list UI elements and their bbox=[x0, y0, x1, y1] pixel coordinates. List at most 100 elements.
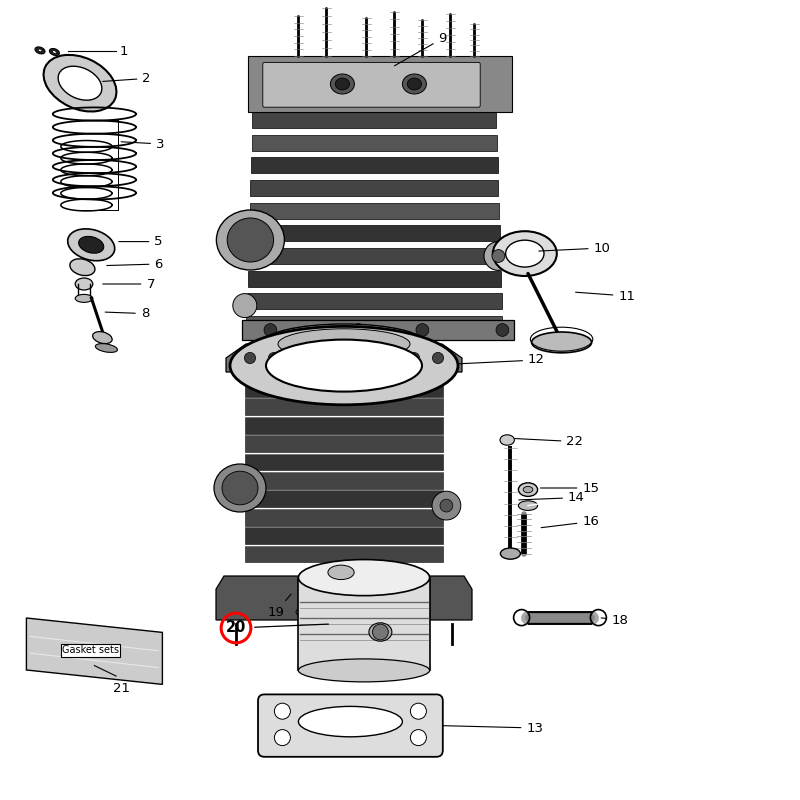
Circle shape bbox=[352, 324, 365, 337]
FancyBboxPatch shape bbox=[262, 62, 480, 107]
Polygon shape bbox=[298, 578, 430, 670]
Circle shape bbox=[274, 703, 290, 719]
Ellipse shape bbox=[50, 49, 59, 55]
Circle shape bbox=[416, 324, 429, 337]
Polygon shape bbox=[247, 294, 502, 310]
FancyBboxPatch shape bbox=[258, 694, 443, 757]
Text: 20: 20 bbox=[226, 621, 329, 635]
Circle shape bbox=[274, 730, 290, 746]
Polygon shape bbox=[245, 417, 443, 434]
Text: 9: 9 bbox=[394, 32, 446, 66]
Circle shape bbox=[264, 324, 277, 337]
Ellipse shape bbox=[500, 435, 514, 445]
Circle shape bbox=[432, 352, 443, 363]
Ellipse shape bbox=[75, 278, 93, 290]
Polygon shape bbox=[26, 618, 162, 685]
Ellipse shape bbox=[227, 218, 274, 262]
Polygon shape bbox=[242, 320, 514, 340]
Polygon shape bbox=[245, 454, 443, 470]
Text: 14: 14 bbox=[518, 491, 585, 504]
Polygon shape bbox=[248, 270, 501, 286]
Text: 22: 22 bbox=[514, 435, 583, 448]
Ellipse shape bbox=[298, 559, 430, 596]
Circle shape bbox=[233, 294, 257, 318]
Ellipse shape bbox=[222, 471, 258, 505]
Circle shape bbox=[373, 624, 388, 640]
Text: 18: 18 bbox=[601, 614, 629, 626]
Ellipse shape bbox=[53, 50, 56, 54]
Ellipse shape bbox=[407, 78, 422, 90]
Text: 15: 15 bbox=[540, 482, 599, 494]
Polygon shape bbox=[245, 490, 443, 507]
Ellipse shape bbox=[262, 324, 426, 364]
Circle shape bbox=[245, 352, 256, 363]
Polygon shape bbox=[246, 316, 502, 332]
Polygon shape bbox=[245, 472, 443, 489]
Circle shape bbox=[492, 250, 505, 262]
Ellipse shape bbox=[68, 229, 114, 261]
Ellipse shape bbox=[328, 565, 354, 579]
Text: 7: 7 bbox=[102, 278, 155, 290]
Polygon shape bbox=[248, 248, 501, 264]
Ellipse shape bbox=[523, 486, 533, 493]
Ellipse shape bbox=[214, 464, 266, 512]
Text: 5: 5 bbox=[118, 235, 163, 248]
Circle shape bbox=[408, 352, 419, 363]
Text: 8: 8 bbox=[105, 307, 149, 320]
Ellipse shape bbox=[278, 329, 410, 359]
Polygon shape bbox=[245, 527, 443, 544]
Ellipse shape bbox=[70, 258, 95, 276]
Ellipse shape bbox=[58, 66, 102, 100]
Polygon shape bbox=[248, 56, 513, 112]
Ellipse shape bbox=[38, 49, 42, 52]
Polygon shape bbox=[245, 380, 443, 397]
Ellipse shape bbox=[335, 78, 350, 90]
Polygon shape bbox=[245, 546, 443, 562]
Ellipse shape bbox=[298, 659, 430, 682]
Ellipse shape bbox=[518, 482, 538, 496]
Ellipse shape bbox=[230, 326, 458, 405]
Text: 1: 1 bbox=[120, 45, 129, 58]
Ellipse shape bbox=[402, 74, 426, 94]
Ellipse shape bbox=[506, 240, 544, 267]
Polygon shape bbox=[245, 509, 443, 526]
Ellipse shape bbox=[298, 706, 402, 737]
Circle shape bbox=[410, 730, 426, 746]
Text: Gasket sets: Gasket sets bbox=[62, 646, 119, 655]
Ellipse shape bbox=[493, 231, 557, 276]
Ellipse shape bbox=[95, 344, 118, 352]
Ellipse shape bbox=[531, 332, 591, 353]
Ellipse shape bbox=[518, 501, 538, 510]
Text: 10: 10 bbox=[538, 242, 610, 254]
Polygon shape bbox=[251, 158, 498, 174]
Polygon shape bbox=[250, 180, 498, 196]
Polygon shape bbox=[253, 112, 496, 128]
Text: 3: 3 bbox=[121, 138, 165, 150]
Polygon shape bbox=[216, 576, 472, 620]
Text: 11: 11 bbox=[575, 290, 635, 302]
Ellipse shape bbox=[93, 332, 112, 343]
Text: 16: 16 bbox=[541, 515, 599, 528]
Ellipse shape bbox=[369, 623, 392, 641]
Circle shape bbox=[496, 324, 509, 337]
Polygon shape bbox=[249, 226, 500, 242]
Circle shape bbox=[432, 491, 461, 520]
Polygon shape bbox=[252, 134, 497, 150]
Ellipse shape bbox=[35, 47, 45, 54]
Ellipse shape bbox=[501, 548, 521, 559]
Circle shape bbox=[440, 499, 453, 512]
Ellipse shape bbox=[330, 74, 354, 94]
Polygon shape bbox=[226, 344, 462, 372]
Ellipse shape bbox=[43, 55, 117, 111]
Text: 13: 13 bbox=[442, 722, 543, 734]
Polygon shape bbox=[245, 435, 443, 452]
Text: 6: 6 bbox=[106, 258, 162, 270]
Text: 12: 12 bbox=[457, 354, 545, 366]
Ellipse shape bbox=[217, 210, 285, 270]
Ellipse shape bbox=[78, 236, 104, 254]
Ellipse shape bbox=[75, 294, 93, 302]
Circle shape bbox=[484, 242, 513, 270]
Ellipse shape bbox=[266, 339, 422, 391]
Polygon shape bbox=[250, 202, 499, 218]
Polygon shape bbox=[245, 398, 443, 415]
